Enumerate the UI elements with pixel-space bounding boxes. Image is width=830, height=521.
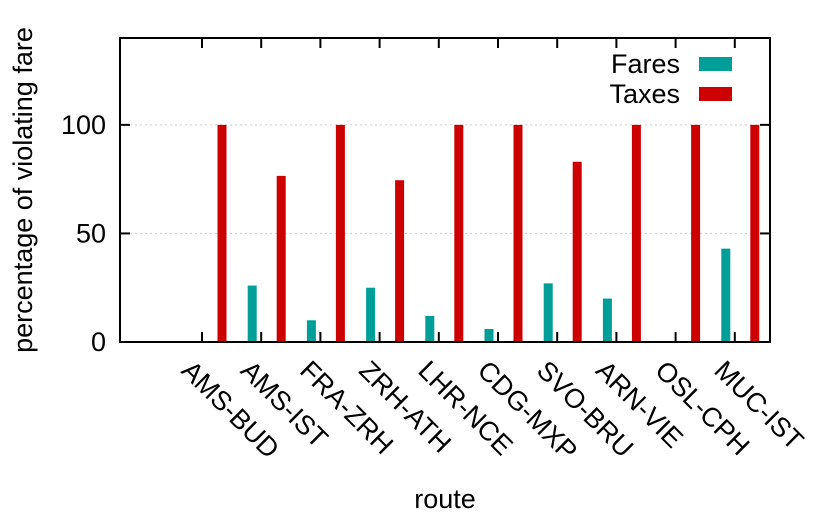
plot-frame [119, 37, 771, 343]
y-tick-label: 100 [61, 110, 106, 140]
bar-fares-zrh-ath [366, 287, 376, 342]
bars [217, 124, 760, 342]
bar-taxes-osl-cph [691, 124, 701, 342]
y-tick-label: 0 [91, 327, 106, 357]
bar-taxes-muc-ist [750, 124, 760, 342]
y-axis: 0 50 100 [61, 110, 770, 357]
bar-fares-ams-ist [247, 285, 257, 342]
bar-taxes-fra-zrh [335, 124, 345, 342]
bar-taxes-svo-bru [572, 161, 582, 342]
bar-taxes-zrh-ath [395, 180, 405, 342]
y-axis-label: percentage of violating fare [8, 27, 38, 353]
bar-fares-muc-ist [721, 248, 731, 342]
legend-swatch [699, 57, 732, 71]
legend-label: Taxes [609, 79, 680, 109]
legend-swatch [699, 87, 732, 101]
bar-taxes-cdg-mxp [513, 124, 523, 342]
bar-fares-cdg-mxp [484, 328, 494, 342]
bar-fares-arn-vie [602, 298, 612, 342]
bar-taxes-lhr-nce [454, 124, 464, 342]
bar-taxes-arn-vie [631, 124, 641, 342]
bar-fares-svo-bru [543, 283, 553, 342]
gridlines [120, 124, 770, 234]
x-axis-label: route [414, 484, 476, 514]
bar-fares-lhr-nce [425, 315, 435, 342]
x-axis: AMS-BUDAMS-ISTFRA-ZRHZRH-ATHLHR-NCECDG-M… [176, 38, 809, 466]
y-tick-label: 50 [76, 218, 106, 248]
bar-taxes-ams-ist [276, 175, 286, 342]
legend-label: Fares [611, 49, 680, 79]
bar-fares-fra-zrh [306, 320, 316, 342]
bar-taxes-ams-bud [217, 124, 227, 342]
